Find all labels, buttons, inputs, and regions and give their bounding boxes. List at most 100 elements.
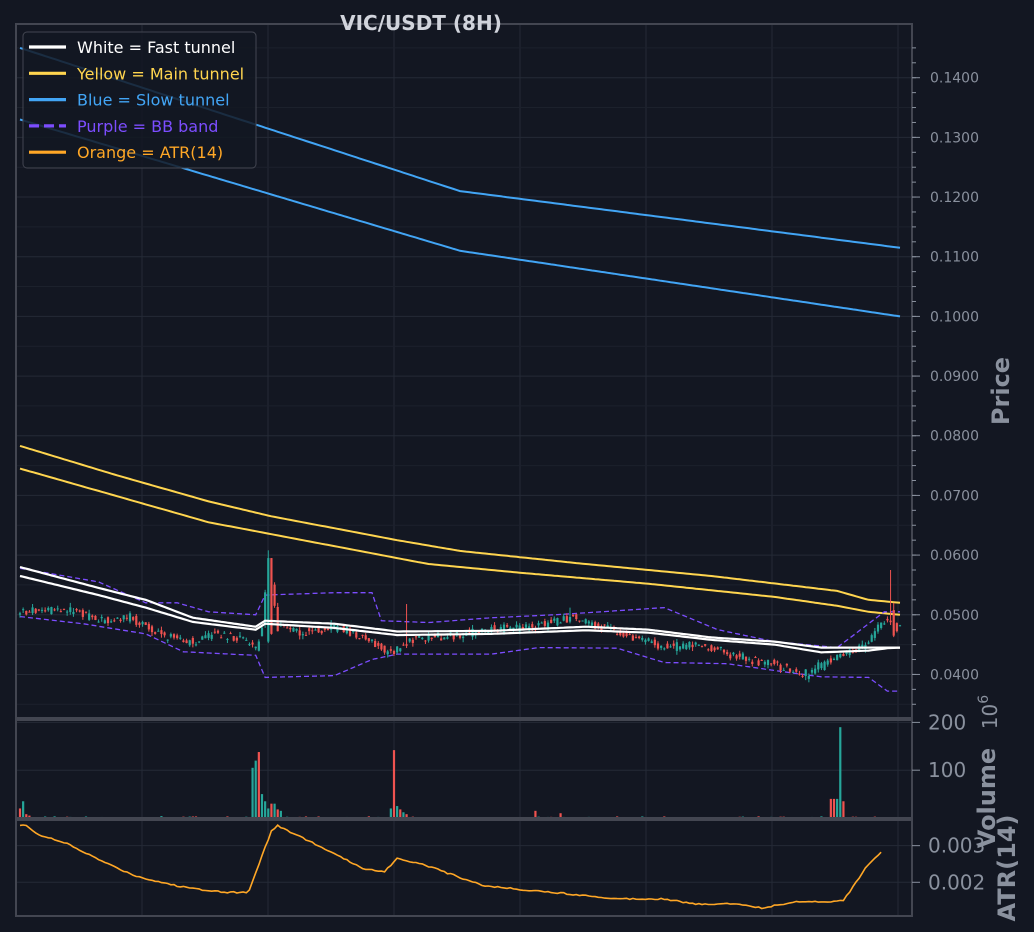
candle: [56, 605, 59, 612]
axis-layer: 0.0400 0.0500 0.0600 0.0700 0.0800 0.0900 0.10…: [912, 47, 1021, 921]
atr-line: [19, 823, 882, 910]
candle: [160, 626, 163, 638]
candle: [81, 608, 84, 620]
candle: [125, 614, 128, 621]
candle: [656, 641, 660, 651]
candle: [770, 663, 773, 667]
candle: [367, 637, 370, 643]
candle: [198, 641, 201, 644]
candle: [229, 631, 232, 635]
candle: [810, 667, 814, 676]
volume-bar: [405, 814, 408, 818]
candle: [641, 635, 644, 642]
candle: [311, 627, 314, 635]
legend-entry: Blue = Slow tunnel: [29, 91, 230, 110]
candle: [559, 621, 562, 624]
candle: [744, 656, 748, 665]
volume-bar: [534, 810, 537, 818]
legend-entry: Yellow = Main tunnel: [29, 64, 244, 83]
candle: [528, 623, 531, 632]
legend-label: Purple = BB band: [77, 117, 218, 136]
candle: [565, 613, 568, 623]
candle: [716, 646, 719, 650]
candle: [238, 631, 242, 639]
candle: [304, 631, 308, 636]
candle: [392, 649, 396, 657]
candle: [515, 621, 518, 630]
candle: [424, 639, 427, 645]
candle: [113, 618, 116, 623]
volume-bar: [389, 808, 392, 818]
candle: [301, 631, 304, 640]
candle: [895, 622, 898, 633]
candle: [248, 642, 251, 647]
atr-tick-label: 0.003: [928, 834, 985, 858]
candle: [792, 670, 795, 673]
legend-label: Yellow = Main tunnel: [76, 64, 244, 83]
candle: [25, 610, 28, 616]
candle: [820, 661, 823, 671]
volume-bar: [267, 808, 270, 818]
candle: [506, 623, 509, 628]
candle: [584, 618, 587, 625]
candle: [719, 646, 722, 651]
candle: [807, 673, 810, 683]
candle: [298, 625, 301, 640]
candle: [408, 638, 411, 643]
volume-bar: [22, 801, 25, 818]
panel-frames: [15, 23, 913, 917]
volume-bar: [832, 798, 836, 818]
candle: [242, 636, 245, 640]
candle: [707, 648, 710, 652]
candle: [88, 609, 91, 621]
candle: [399, 647, 402, 653]
candle: [568, 607, 572, 624]
candle: [254, 646, 257, 651]
candle: [216, 629, 220, 634]
candle: [132, 616, 135, 622]
candle: [414, 636, 418, 640]
candle: [220, 634, 223, 639]
candle: [832, 657, 836, 661]
candle: [678, 646, 682, 652]
candle: [575, 613, 578, 622]
candle: [729, 652, 732, 661]
volume-bar: [392, 750, 396, 818]
price-tick-label: 0.0600: [930, 548, 979, 564]
candle: [295, 628, 298, 633]
candle: [660, 645, 663, 651]
price-tick-label: 0.1400: [930, 71, 979, 87]
candle: [34, 608, 37, 615]
candle: [829, 655, 832, 665]
candle: [91, 614, 94, 620]
candle: [22, 607, 25, 614]
volume-bar: [18, 808, 22, 818]
candle: [28, 610, 31, 613]
candle: [166, 639, 169, 644]
volume-bar: [559, 813, 562, 818]
candle: [741, 651, 744, 660]
candle: [421, 636, 424, 640]
price-tick-label: 0.0900: [930, 369, 979, 385]
candle: [644, 638, 647, 645]
volume-bar: [270, 803, 273, 818]
candle: [688, 641, 691, 650]
candle: [84, 611, 88, 614]
candle: [726, 649, 729, 656]
candle: [144, 622, 147, 626]
candle: [562, 613, 565, 622]
candle: [251, 640, 254, 648]
candle: [556, 617, 559, 627]
candle: [374, 638, 377, 648]
main-tunnel-upper: [19, 444, 901, 604]
candle: [59, 608, 62, 613]
legend-entry: Purple = BB band: [29, 117, 218, 136]
candle: [817, 659, 820, 673]
candle: [78, 609, 81, 613]
candle: [795, 667, 798, 673]
candle: [53, 608, 56, 612]
candle: [685, 642, 688, 651]
price-panel-frame: [15, 23, 913, 719]
candle: [188, 639, 191, 647]
